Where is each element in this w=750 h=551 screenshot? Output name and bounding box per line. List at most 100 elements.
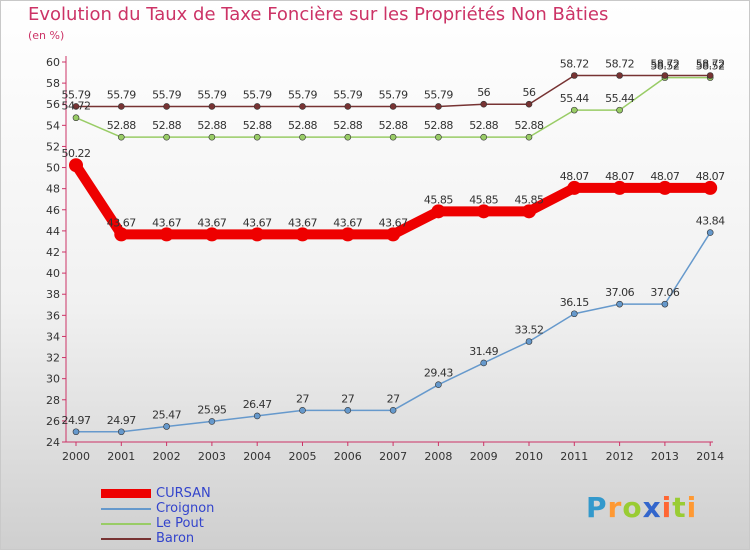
- data-point: [114, 227, 129, 242]
- y-axis-label: (en %): [28, 29, 65, 42]
- data-label: 58.52: [650, 60, 679, 73]
- data-label: 52.88: [469, 119, 498, 132]
- legend-label: Baron: [156, 531, 195, 546]
- legend-item-le-pout: Le Pout: [101, 516, 214, 531]
- data-label: 52.88: [333, 119, 362, 132]
- data-label: 45.85: [424, 193, 453, 206]
- data-label: 45.85: [469, 193, 498, 206]
- data-point: [570, 72, 578, 79]
- x-tick-label: 2014: [696, 450, 724, 463]
- data-point: [299, 103, 306, 110]
- y-tick-label: 30: [46, 373, 60, 386]
- x-tick-label: 2005: [289, 450, 317, 463]
- y-tick-label: 52: [46, 140, 60, 153]
- y-tick-label: 28: [46, 394, 60, 407]
- data-point: [525, 133, 533, 141]
- legend: CURSAN Croignon Le Pout Baron: [101, 486, 214, 546]
- y-tick-label: 58: [46, 77, 60, 90]
- data-point: [389, 407, 397, 414]
- x-tick-label: 2004: [243, 450, 271, 463]
- legend-swatch: [101, 489, 151, 498]
- legend-swatch: [101, 522, 151, 525]
- data-label: 25.47: [152, 408, 181, 421]
- y-tick-label: 24: [46, 436, 60, 449]
- legend-item-baron: Baron: [101, 531, 214, 546]
- logo-letter: i: [661, 491, 673, 524]
- data-label: 55.79: [152, 88, 181, 101]
- logo-letter: o: [622, 491, 643, 524]
- data-label: 43.67: [243, 216, 272, 229]
- data-label: 43.67: [379, 216, 408, 229]
- data-point: [208, 103, 216, 110]
- legend-label: Croignon: [156, 501, 215, 516]
- data-point: [386, 227, 401, 242]
- data-point: [616, 300, 623, 308]
- data-point: [159, 227, 174, 242]
- x-tick-label: 2007: [379, 450, 407, 463]
- logo-letter: P: [586, 491, 608, 524]
- x-tick-label: 2009: [470, 450, 498, 463]
- data-point: [204, 227, 219, 242]
- data-label: 58.72: [605, 58, 634, 71]
- data-label: 55.79: [62, 88, 91, 101]
- y-tick-label: 54: [46, 119, 60, 132]
- data-label: 43.67: [288, 216, 317, 229]
- data-point: [525, 100, 533, 108]
- data-label: 58.72: [650, 58, 679, 71]
- y-tick-label: 26: [46, 415, 60, 428]
- data-label: 24.97: [62, 414, 91, 427]
- data-label: 43.67: [152, 216, 181, 229]
- data-label: 52.88: [288, 119, 317, 132]
- data-point: [163, 103, 170, 110]
- data-point: [480, 100, 488, 108]
- data-label: 55.79: [107, 88, 136, 101]
- data-label: 55.79: [424, 88, 453, 101]
- data-label: 48.07: [560, 170, 589, 183]
- data-point: [522, 204, 536, 219]
- data-point: [706, 72, 714, 79]
- data-point: [616, 106, 623, 114]
- data-label: 54.72: [62, 100, 91, 113]
- data-label: 55.44: [560, 92, 589, 105]
- x-tick-label: 2001: [107, 450, 135, 463]
- data-point: [118, 428, 125, 436]
- legend-item-cursan: CURSAN: [101, 486, 214, 501]
- data-point: [389, 133, 397, 141]
- data-label: 55.79: [288, 88, 317, 101]
- data-point: [480, 359, 488, 367]
- legend-item-croignon: Croignon: [101, 501, 214, 516]
- data-label: 26.47: [243, 398, 272, 411]
- data-label: 33.52: [515, 324, 544, 337]
- data-point: [344, 133, 352, 141]
- data-label: 52.88: [515, 119, 544, 132]
- data-point: [118, 133, 125, 141]
- data-label: 52.88: [197, 119, 226, 132]
- data-label: 55.79: [333, 88, 362, 101]
- data-point: [208, 133, 216, 141]
- data-point: [163, 133, 170, 141]
- data-point: [344, 407, 352, 414]
- x-tick-label: 2010: [515, 450, 543, 463]
- data-point: [340, 227, 355, 242]
- data-label: 52.88: [107, 119, 136, 132]
- data-point: [72, 114, 80, 122]
- data-point: [661, 72, 669, 79]
- y-tick-label: 50: [46, 162, 60, 175]
- y-tick-label: 38: [46, 288, 60, 301]
- data-point: [431, 204, 446, 219]
- logo-letter: r: [607, 491, 623, 524]
- data-label: 37.06: [650, 286, 679, 299]
- x-tick-label: 2002: [153, 450, 181, 463]
- y-tick-label: 36: [46, 309, 60, 322]
- data-label: 31.49: [469, 345, 498, 358]
- brand-logo: Proxiti: [586, 491, 697, 524]
- data-point: [118, 103, 125, 110]
- data-point: [344, 103, 352, 110]
- y-tick-label: 46: [46, 204, 60, 217]
- data-point: [72, 428, 80, 436]
- data-label: 36.15: [560, 296, 589, 309]
- data-point: [295, 227, 310, 242]
- y-tick-label: 32: [46, 352, 60, 365]
- x-tick-label: 2012: [606, 450, 634, 463]
